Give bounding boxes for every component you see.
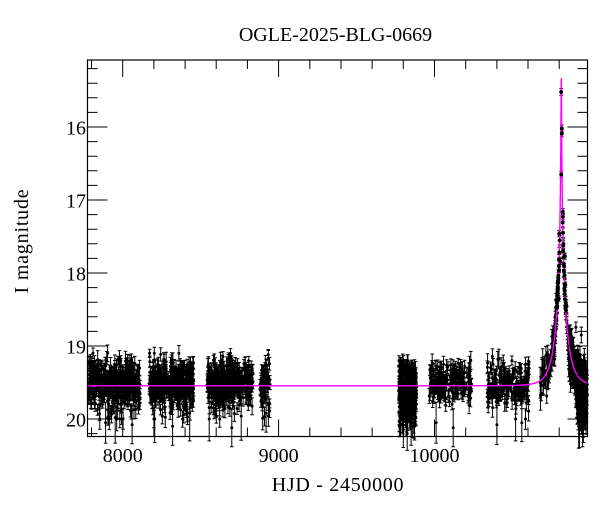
svg-text:8000: 8000 (103, 445, 143, 467)
svg-text:17: 17 (66, 191, 86, 213)
svg-text:10000: 10000 (410, 445, 460, 467)
svg-text:16: 16 (66, 118, 86, 140)
svg-text:9000: 9000 (259, 445, 299, 467)
svg-text:20: 20 (66, 410, 86, 432)
svg-text:18: 18 (66, 264, 86, 286)
svg-text:HJD - 2450000: HJD - 2450000 (272, 474, 404, 496)
svg-text:19: 19 (66, 337, 86, 359)
svg-text:OGLE-2025-BLG-0669: OGLE-2025-BLG-0669 (239, 24, 432, 46)
svg-text:I magnitude: I magnitude (11, 189, 33, 294)
